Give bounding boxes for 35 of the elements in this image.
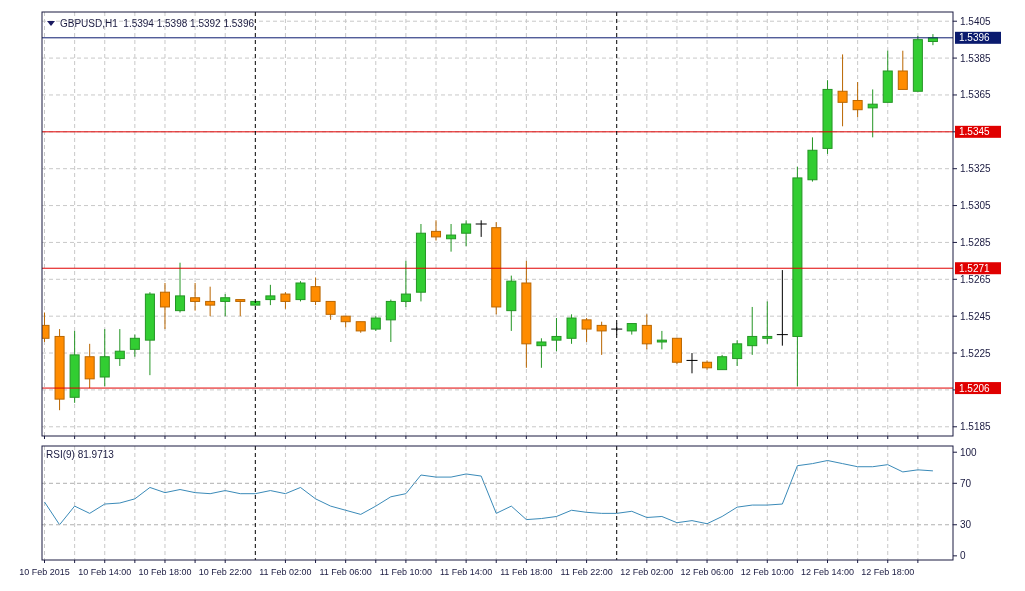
- ref-line-label: 1.5271: [959, 262, 991, 274]
- y-tick-label: 100: [960, 446, 978, 458]
- x-tick-label: 10 Feb 2015: [19, 567, 70, 577]
- y-tick-label: 1.5365: [960, 89, 992, 101]
- ref-line-label: 1.5345: [959, 126, 991, 138]
- y-tick-label: 0: [960, 550, 966, 562]
- x-tick-label: 11 Feb 06:00: [319, 567, 372, 577]
- y-tick-label: 1.5245: [960, 310, 992, 322]
- x-tick-label: 11 Feb 18:00: [500, 567, 553, 577]
- text: GBPUSD,H1 1.5394 1.5398 1.5392 1.5396: [60, 18, 255, 29]
- y-tick-label: 30: [960, 519, 972, 531]
- x-tick-label: 12 Feb 14:00: [800, 567, 855, 577]
- x-tick-label: 11 Feb 14:00: [439, 567, 493, 577]
- y-tick-label: 1.5305: [960, 200, 992, 212]
- y-tick-label: 1.5285: [960, 236, 992, 248]
- x-tick-label: 11 Feb 10:00: [379, 567, 433, 577]
- x-tick-label: 10 Feb 22:00: [198, 567, 252, 577]
- x-tick-label: 11 Feb 02:00: [259, 567, 312, 577]
- ref-line-label: 1.5396: [959, 32, 991, 44]
- y-tick-label: 1.5265: [960, 273, 992, 285]
- y-tick-label: 1.5325: [960, 163, 992, 175]
- x-tick-label: 10 Feb 18:00: [138, 567, 192, 577]
- ref-line-label: 1.5206: [959, 382, 991, 394]
- x-tick-label: 12 Feb 06:00: [680, 567, 734, 577]
- x-tick-label: 10 Feb 14:00: [78, 567, 132, 577]
- y-tick-label: 1.5405: [960, 15, 992, 27]
- y-tick-label: 70: [960, 477, 972, 489]
- x-tick-label: 12 Feb 02:00: [620, 567, 674, 577]
- y-tick-label: 1.5185: [960, 421, 992, 433]
- chart-title: RSI(9) 81.9713: [46, 449, 115, 460]
- y-tick-label: 1.5385: [960, 52, 992, 64]
- x-tick-label: 12 Feb 10:00: [740, 567, 794, 577]
- x-tick-label: 12 Feb 18:00: [861, 567, 915, 577]
- x-tick-label: 11 Feb 22:00: [560, 567, 613, 577]
- y-tick-label: 1.5225: [960, 347, 992, 359]
